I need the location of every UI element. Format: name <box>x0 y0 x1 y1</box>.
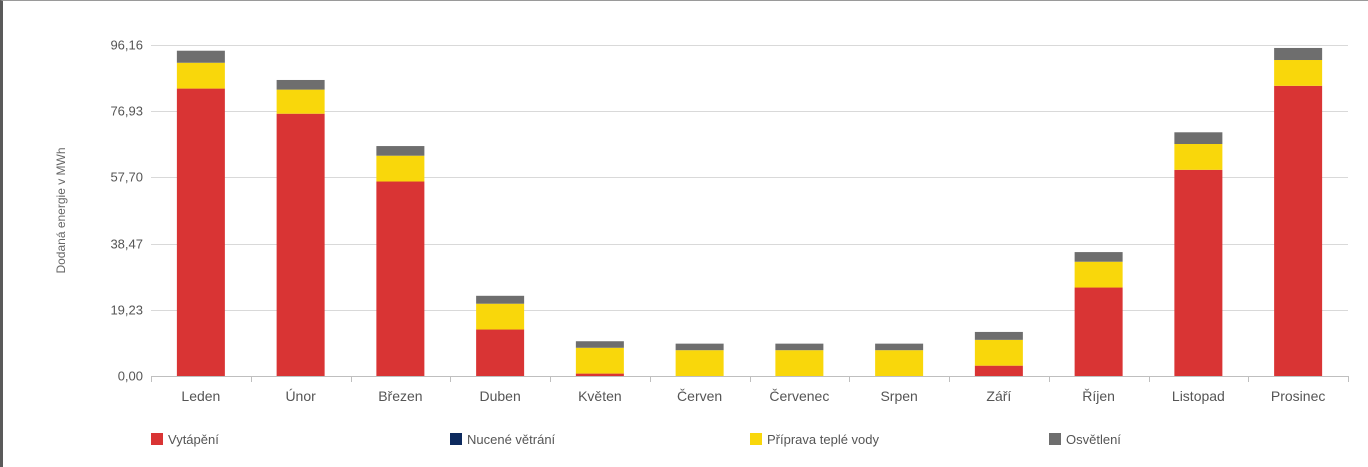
bar-segment <box>875 343 924 351</box>
legend-swatch <box>151 433 163 445</box>
x-tick-label: Září <box>986 388 1011 404</box>
x-tick-label: Říjen <box>1082 388 1115 404</box>
bar-segment <box>1174 132 1223 144</box>
bar-segment <box>1074 287 1123 376</box>
x-tick-label: Květen <box>578 388 622 404</box>
y-tick-label: 76,93 <box>110 104 143 119</box>
legend-label: Nucené větrání <box>467 432 556 447</box>
bar-segment <box>974 339 1023 366</box>
bar-segment <box>276 79 325 90</box>
bar-segment <box>176 88 225 376</box>
bar-segment <box>1174 169 1223 376</box>
x-axis: Leden Únor Březen Duben Květen Červen Červenec… <box>151 376 1349 404</box>
bar-segment <box>974 365 1023 376</box>
x-tick-label: Listopad <box>1172 388 1225 404</box>
y-tick-label: 0,00 <box>118 369 143 384</box>
x-tick-label: Srpen <box>880 388 917 404</box>
bar-segment <box>276 89 325 114</box>
x-tick-label: Leden <box>181 388 220 404</box>
bars <box>176 47 1323 377</box>
bar-segment <box>376 181 425 376</box>
y-tick-label: 19,23 <box>110 303 143 318</box>
bar-segment <box>875 350 924 376</box>
legend-label: Příprava teplé vody <box>767 432 880 447</box>
bar-segment <box>376 155 425 182</box>
bar-segment <box>276 113 325 377</box>
legend-label: Vytápění <box>168 432 219 447</box>
bar-segment <box>1274 47 1323 61</box>
x-tick-label: Červen <box>677 388 722 404</box>
legend-swatch <box>450 433 462 445</box>
stacked-bar-chart: 0,00 19,23 38,47 57,70 76,93 96,16 Dodaná ene… <box>54 38 1349 447</box>
y-tick-label: 96,16 <box>110 38 143 53</box>
bar-segment <box>176 50 225 63</box>
bar-segment <box>1174 143 1223 170</box>
bar-segment <box>476 295 525 304</box>
legend-swatch <box>750 433 762 445</box>
y-tick-label: 38,47 <box>110 237 143 252</box>
legend-swatch <box>1049 433 1061 445</box>
bar-segment <box>476 303 525 330</box>
x-tick-label: Duben <box>479 388 520 404</box>
y-axis-ticks: 0,00 19,23 38,47 57,70 76,93 96,16 <box>110 38 143 384</box>
bar-segment <box>775 350 824 376</box>
y-axis-title: Dodaná energie v MWh <box>54 147 68 273</box>
legend: Vytápění Nucené větrání Příprava teplé vod… <box>151 432 1121 447</box>
x-tick-label: Červenec <box>769 388 829 404</box>
gridlines <box>151 45 1348 311</box>
legend-label: Osvětlení <box>1066 432 1121 447</box>
bar-segment <box>1274 85 1323 376</box>
bar-segment <box>376 146 425 156</box>
bar-segment <box>575 373 624 376</box>
bar-segment <box>476 329 525 376</box>
bar-segment <box>1074 261 1123 288</box>
bar-segment <box>974 331 1023 340</box>
bar-segment <box>575 347 624 374</box>
x-tick-label: Únor <box>285 388 316 404</box>
x-tick-label: Prosinec <box>1271 388 1325 404</box>
x-tick-label: Březen <box>378 388 422 404</box>
bar-segment <box>176 62 225 89</box>
bar-segment <box>575 341 624 348</box>
bar-segment <box>1274 60 1323 86</box>
y-tick-label: 57,70 <box>110 170 143 185</box>
bar-segment <box>675 350 724 376</box>
bar-segment <box>1074 252 1123 262</box>
bar-segment <box>675 343 724 351</box>
bar-segment <box>775 343 824 351</box>
